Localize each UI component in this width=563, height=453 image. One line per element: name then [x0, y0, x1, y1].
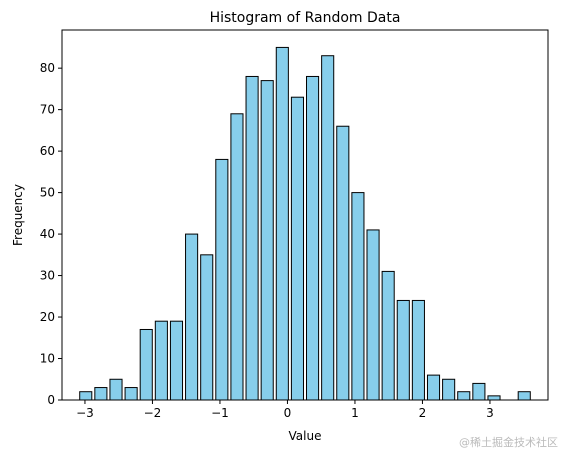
bar [215, 158, 229, 401]
bar [411, 299, 425, 401]
bar [275, 46, 289, 401]
bar [154, 320, 168, 401]
y-tick-label: 60 [40, 144, 55, 158]
y-tick-label: 20 [40, 310, 55, 324]
bar [306, 75, 320, 401]
bar [200, 254, 214, 401]
bar [321, 55, 335, 401]
bar [517, 391, 531, 401]
bar [442, 378, 456, 401]
y-tick-label: 70 [40, 103, 55, 117]
bar [381, 270, 395, 401]
y-tick-label: 30 [40, 269, 55, 283]
x-tick-label: −2 [144, 406, 162, 420]
x-tick-label: −3 [76, 406, 94, 420]
plot-frame [61, 29, 549, 401]
bar [245, 75, 259, 401]
bar [472, 382, 486, 401]
bar [109, 378, 123, 401]
x-tick-label: 1 [351, 406, 359, 420]
bar [260, 80, 274, 401]
y-tick-label: 0 [47, 393, 55, 407]
bar [124, 387, 138, 401]
bar [185, 233, 199, 401]
y-tick-label: 10 [40, 352, 55, 366]
x-tick-label: 3 [486, 406, 494, 420]
bar [94, 387, 108, 401]
x-tick-label: 0 [284, 406, 292, 420]
bar [169, 320, 184, 401]
y-axis-label: Frequency [11, 184, 25, 246]
bar [396, 299, 410, 401]
x-tick-label: −1 [211, 406, 229, 420]
bar [366, 229, 380, 401]
bar [139, 328, 153, 401]
y-tick-label: 80 [40, 61, 55, 75]
bar [79, 391, 93, 401]
bar [336, 125, 350, 401]
bar [457, 391, 471, 401]
bar [351, 192, 365, 401]
bar [487, 395, 501, 401]
y-tick-label: 50 [40, 186, 55, 200]
watermark: @稀土掘金技术社区 [459, 435, 558, 449]
y-tick-label: 40 [40, 227, 55, 241]
bar [290, 96, 304, 401]
bar [426, 374, 441, 401]
chart-title: Histogram of Random Data [210, 10, 401, 26]
bar [230, 113, 244, 401]
x-axis-label: Value [289, 429, 322, 443]
x-tick-label: 2 [419, 406, 427, 420]
